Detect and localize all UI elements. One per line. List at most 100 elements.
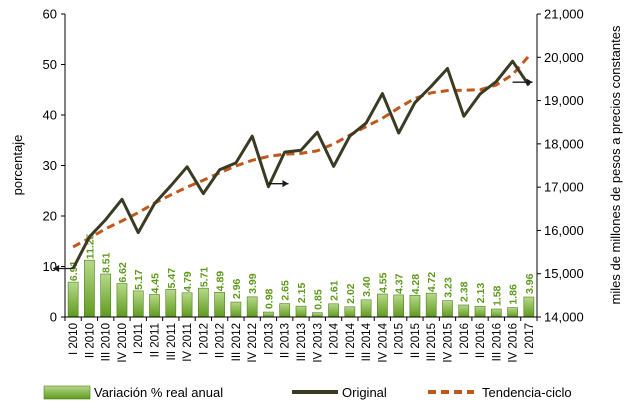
bar xyxy=(279,303,291,318)
category-label: IV 2013 xyxy=(312,323,324,363)
bar-data-label: 3.40 xyxy=(361,276,373,297)
annotation-arrow-head xyxy=(526,78,533,86)
bar xyxy=(230,301,242,318)
bar xyxy=(311,312,323,318)
category-label: I 2010 xyxy=(68,323,80,355)
bar xyxy=(116,283,128,318)
right-axis-title: miles de millones de pesos a precios con… xyxy=(608,25,623,304)
bar xyxy=(328,303,339,318)
bar-data-label: 4.45 xyxy=(150,273,162,294)
right-axis-tick-label: 18,000 xyxy=(544,136,584,151)
category-label: III 2010 xyxy=(101,323,113,361)
bar xyxy=(67,281,79,318)
bar-data-label: 2.15 xyxy=(296,283,308,304)
category-label: II 2015 xyxy=(410,323,422,358)
bar-data-label: 1.58 xyxy=(491,285,503,306)
right-axis-tick-label: 16,000 xyxy=(544,223,584,238)
bar-data-label: 2.13 xyxy=(475,283,487,304)
category-label: II 2011 xyxy=(150,323,162,357)
category-label: II 2010 xyxy=(84,323,96,358)
category-label: I 2015 xyxy=(394,323,406,355)
bar-series xyxy=(67,259,535,318)
bar-data-label: 2.61 xyxy=(329,280,341,301)
category-label: III 2012 xyxy=(231,323,243,361)
legend-label-bar: Variación % real anual xyxy=(94,385,223,400)
category-label: IV 2014 xyxy=(377,322,389,362)
bar xyxy=(409,295,421,318)
category-label: III 2015 xyxy=(426,323,438,361)
category-label: III 2011 xyxy=(166,323,178,361)
bar xyxy=(295,305,307,318)
bar-data-label: 8.51 xyxy=(101,252,113,273)
right-axis-tick-label: 21,000 xyxy=(544,7,584,22)
bar xyxy=(507,307,518,318)
bar xyxy=(263,311,274,318)
bar xyxy=(377,293,388,318)
category-label: I 2016 xyxy=(459,323,471,355)
bar-data-label: 2.65 xyxy=(280,280,292,301)
bar-data-label: 3.99 xyxy=(247,273,259,294)
bar-data-label: 4.28 xyxy=(410,274,422,295)
category-label: IV 2010 xyxy=(117,323,129,363)
bar xyxy=(458,304,470,318)
category-label: IV 2016 xyxy=(508,323,520,363)
bar-data-label: 3.96 xyxy=(524,273,536,294)
bar xyxy=(393,294,405,318)
right-axis-tick-label: 20,000 xyxy=(544,50,584,65)
annotation-arrow-head xyxy=(282,180,289,188)
bar xyxy=(197,287,209,318)
left-axis-tick-label: 30 xyxy=(43,158,57,173)
left-axis-title: porcentaje xyxy=(10,135,25,196)
line-series xyxy=(71,55,531,270)
left-axis: 0 10 20 30 40 50 60 xyxy=(43,7,66,325)
category-label: I 2017 xyxy=(524,323,536,355)
right-axis: 14,000 15,000 16,000 17,000 18,000 19,000 20,0… xyxy=(536,7,584,325)
legend-label-original: Original xyxy=(342,385,387,400)
bar xyxy=(165,289,177,318)
category-label: II 2012 xyxy=(215,323,227,358)
legend-label-trend: Tendencia-ciclo xyxy=(482,385,572,400)
bar-data-label: 3.23 xyxy=(442,277,454,298)
bar xyxy=(246,296,258,318)
bar xyxy=(490,308,502,318)
category-label: II 2016 xyxy=(475,323,487,358)
bar-data-label: 4.89 xyxy=(215,271,227,292)
left-axis-tick-label: 50 xyxy=(43,57,57,72)
bar-data-label: 0.98 xyxy=(263,288,275,309)
bar xyxy=(214,292,225,318)
legend: Variación % real anual Original Tendenci… xyxy=(43,385,572,400)
annotation-arrows xyxy=(53,78,533,273)
bar xyxy=(149,294,160,318)
left-axis-tick-label: 60 xyxy=(43,7,57,22)
bar xyxy=(100,273,112,318)
bar xyxy=(181,292,193,318)
bar xyxy=(523,296,535,318)
bar xyxy=(84,259,95,318)
left-axis-tick-label: 10 xyxy=(43,259,57,274)
category-label: III 2016 xyxy=(491,323,503,361)
bar xyxy=(132,290,144,318)
category-axis: I 2010 II 2010 III 2010 IV 2010 I 2011 II 201… xyxy=(64,316,538,363)
category-label: IV 2012 xyxy=(247,323,259,363)
annotation-arrow-head xyxy=(53,265,60,273)
right-axis-tick-label: 14,000 xyxy=(544,310,584,325)
category-label: IV 2015 xyxy=(442,323,454,363)
bar-data-label: 0.85 xyxy=(312,289,324,310)
bar-data-label: 4.37 xyxy=(394,273,406,294)
category-label: I 2011 xyxy=(133,323,145,354)
category-label: I 2014 xyxy=(329,322,341,355)
bar-data-label: 2.96 xyxy=(231,278,243,299)
bar-data-label: 6.91 xyxy=(68,261,80,282)
bar-data-label: 1.86 xyxy=(508,284,520,305)
bar xyxy=(474,305,486,318)
right-axis-tick-label: 17,000 xyxy=(544,180,584,195)
category-label: III 2014 xyxy=(361,322,373,361)
original-line xyxy=(71,59,531,270)
left-axis-tick-label: 0 xyxy=(50,310,57,325)
bar-data-label: 5.47 xyxy=(166,268,178,289)
category-label: II 2014 xyxy=(345,322,357,358)
bar xyxy=(344,306,356,318)
category-label: III 2013 xyxy=(296,323,308,361)
